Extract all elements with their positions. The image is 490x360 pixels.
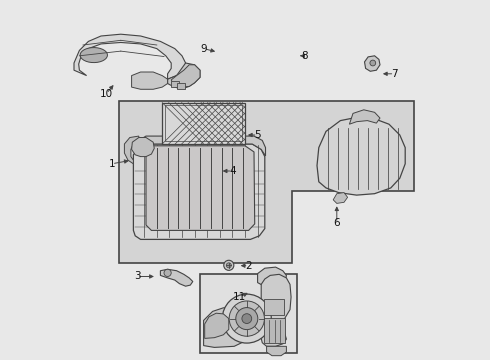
Circle shape bbox=[242, 314, 252, 324]
Polygon shape bbox=[146, 146, 255, 230]
Circle shape bbox=[236, 307, 258, 330]
Polygon shape bbox=[119, 101, 414, 263]
Polygon shape bbox=[80, 48, 107, 63]
Text: 11: 11 bbox=[233, 292, 246, 302]
Polygon shape bbox=[168, 63, 200, 88]
Polygon shape bbox=[333, 193, 347, 203]
Polygon shape bbox=[205, 313, 229, 338]
Polygon shape bbox=[204, 308, 247, 347]
Bar bbox=[176, 83, 185, 89]
Polygon shape bbox=[133, 144, 265, 239]
Bar bbox=[264, 318, 285, 343]
Polygon shape bbox=[258, 267, 286, 286]
Text: 6: 6 bbox=[334, 218, 340, 228]
Circle shape bbox=[229, 301, 265, 336]
Polygon shape bbox=[365, 56, 380, 71]
Circle shape bbox=[164, 269, 171, 276]
Text: 7: 7 bbox=[391, 69, 398, 79]
Text: 10: 10 bbox=[100, 89, 113, 99]
Bar bbox=[171, 81, 179, 87]
Polygon shape bbox=[261, 274, 291, 346]
Text: 2: 2 bbox=[245, 261, 252, 271]
Polygon shape bbox=[124, 136, 139, 164]
Bar bbox=[165, 105, 243, 141]
Polygon shape bbox=[267, 346, 286, 356]
Text: 1: 1 bbox=[108, 159, 115, 169]
Text: 3: 3 bbox=[134, 271, 140, 282]
Text: 5: 5 bbox=[254, 130, 261, 140]
Text: 8: 8 bbox=[301, 51, 308, 61]
Circle shape bbox=[370, 60, 376, 66]
Polygon shape bbox=[317, 117, 405, 195]
Circle shape bbox=[226, 263, 231, 268]
Polygon shape bbox=[160, 269, 193, 286]
Text: 4: 4 bbox=[229, 166, 236, 176]
Polygon shape bbox=[132, 72, 168, 89]
Text: 9: 9 bbox=[200, 44, 207, 54]
Bar bbox=[264, 299, 284, 315]
Polygon shape bbox=[171, 65, 200, 87]
Circle shape bbox=[224, 260, 234, 270]
Polygon shape bbox=[139, 136, 266, 156]
Circle shape bbox=[222, 294, 271, 343]
Polygon shape bbox=[132, 138, 154, 157]
Polygon shape bbox=[74, 34, 186, 79]
Polygon shape bbox=[349, 110, 380, 124]
Bar bbox=[200, 274, 297, 353]
Bar bbox=[162, 103, 245, 144]
